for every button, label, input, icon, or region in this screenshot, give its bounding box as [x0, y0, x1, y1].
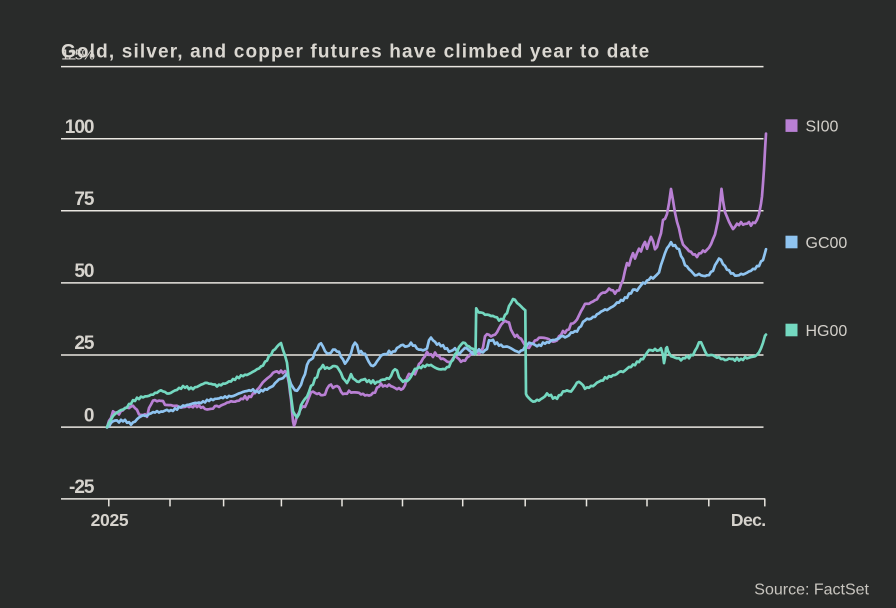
- svg-text:125%: 125%: [61, 46, 95, 63]
- svg-text:Gold, silver, and copper futur: Gold, silver, and copper futures have cl…: [61, 42, 650, 63]
- svg-text:HG00: HG00: [806, 323, 848, 340]
- svg-text:GC00: GC00: [806, 235, 848, 252]
- svg-text:75: 75: [74, 189, 95, 210]
- svg-text:0: 0: [84, 405, 94, 426]
- svg-text:Source: FactSet: Source: FactSet: [754, 582, 869, 599]
- svg-text:Dec.: Dec.: [731, 510, 766, 530]
- svg-text:2025: 2025: [91, 510, 129, 530]
- svg-text:-25: -25: [69, 477, 95, 498]
- svg-text:50: 50: [74, 261, 94, 282]
- svg-text:100: 100: [65, 117, 94, 138]
- svg-text:SI00: SI00: [806, 118, 839, 135]
- svg-text:25: 25: [74, 333, 95, 354]
